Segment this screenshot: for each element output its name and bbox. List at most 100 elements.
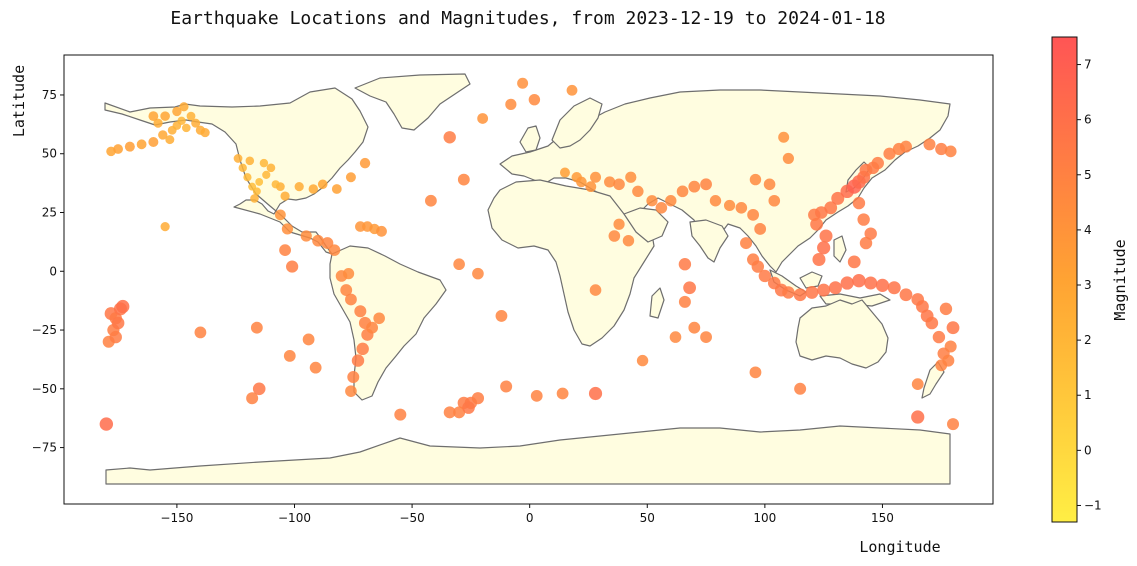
land-africa — [487, 179, 655, 347]
earthquake-point — [271, 180, 280, 189]
x-tick-label: 100 — [753, 511, 776, 525]
earthquake-point — [309, 361, 322, 374]
land-philippines — [833, 235, 847, 263]
earthquake-point — [355, 221, 366, 232]
earthquake-point — [505, 98, 517, 110]
earthquake-point — [669, 331, 682, 343]
earthquake-point — [300, 230, 312, 242]
land-greenland — [354, 73, 471, 131]
earthquake-point — [500, 380, 513, 393]
earthquake-point — [443, 406, 456, 419]
earthquake-point — [179, 102, 189, 112]
earthquake-point — [472, 267, 484, 280]
earthquake-point — [875, 278, 890, 292]
land-north-america — [104, 87, 369, 255]
earthquake-point — [676, 185, 689, 198]
land-scandinavia — [551, 97, 603, 149]
earthquake-point — [831, 191, 845, 205]
earthquake-point — [794, 382, 807, 395]
earthquake-point — [200, 127, 210, 138]
earthquake-point — [477, 113, 489, 124]
y-tick-label: −25 — [32, 323, 57, 337]
earthquake-point — [932, 330, 946, 344]
colorbar-tick-label: 2 — [1084, 333, 1092, 347]
earthquake-point — [252, 382, 266, 396]
earthquake-point — [935, 142, 948, 156]
earthquake-point — [160, 111, 170, 121]
earthquake-point — [148, 111, 159, 122]
earthquake-point — [678, 258, 692, 271]
earthquake-point — [556, 387, 569, 400]
earthquake-point — [925, 316, 939, 330]
earthquake-point — [245, 156, 255, 166]
earthquake-point — [840, 276, 854, 290]
earthquake-point — [495, 310, 508, 322]
earthquake-point — [457, 173, 470, 186]
earthquake-point — [859, 236, 873, 250]
earthquake-point — [302, 333, 315, 346]
earthquake-point — [883, 147, 896, 160]
earthquake-point — [359, 157, 371, 169]
earthquake-points — [99, 77, 960, 431]
earthquake-point — [751, 260, 765, 273]
colorbar: −1 0 1 2 3 4 5 6 7 Magnitude — [1051, 36, 1129, 523]
colorbar-tick-label: −1 — [1084, 498, 1102, 512]
land-antarctica — [105, 425, 951, 485]
earthquake-point — [700, 331, 712, 343]
earthquake-point — [828, 281, 842, 295]
colorbar-tick-label: 1 — [1084, 388, 1092, 402]
earthquake-point — [923, 138, 936, 151]
earthquake-point — [424, 194, 437, 207]
y-tick-label: 25 — [42, 206, 57, 220]
earthquake-point — [342, 268, 355, 280]
earthquake-point — [328, 244, 341, 256]
earthquake-point — [279, 244, 291, 257]
earthquake-point — [99, 417, 114, 431]
earthquake-point — [815, 206, 828, 219]
earthquake-point — [373, 312, 385, 325]
earthquake-point — [394, 408, 407, 421]
earthquake-point — [462, 401, 475, 414]
earthquake-point — [678, 295, 691, 308]
earthquake-point — [530, 389, 543, 402]
earthquake-point — [191, 118, 201, 128]
earthquake-point — [576, 176, 587, 188]
land-madagascar — [649, 287, 665, 319]
earthquake-point — [622, 235, 635, 247]
earthquake-point — [817, 283, 831, 297]
earthquake-point — [613, 178, 625, 191]
earthquake-point — [471, 392, 485, 405]
earthquake-point — [768, 194, 781, 207]
earthquake-point — [376, 225, 387, 237]
x-tick-label: 150 — [871, 511, 894, 525]
earthquake-point — [793, 288, 807, 302]
earthquake-point — [172, 106, 182, 117]
earthquake-point — [782, 152, 794, 165]
earthquake-point — [177, 116, 186, 126]
world-map — [104, 73, 951, 485]
earthquake-point — [935, 359, 948, 372]
earthquake-point — [340, 284, 353, 296]
y-axis-label: Latitude — [10, 65, 28, 137]
earthquake-point — [354, 305, 367, 318]
plot-area: −150 −100 −50 0 50 100 150 −75 −50 −25 0 25 50 75 — [32, 54, 994, 525]
earthquake-point — [345, 293, 357, 306]
colorbar-tick-label: 3 — [1084, 278, 1092, 292]
earthquake-point — [852, 273, 866, 288]
axes-frame — [63, 54, 994, 505]
earthquake-point — [632, 185, 644, 198]
earthquake-point — [588, 386, 603, 401]
colorbar-tick-label: 6 — [1084, 113, 1092, 127]
earthquake-point — [911, 410, 925, 424]
earthquake-point — [283, 350, 296, 362]
earthquake-point — [589, 284, 602, 296]
earthquake-point — [255, 178, 264, 186]
earthquake-point — [625, 171, 637, 183]
earthquake-point — [899, 140, 912, 153]
earthquake-point — [805, 286, 819, 299]
earthquake-point — [665, 195, 677, 207]
y-tick-label: −75 — [32, 441, 57, 455]
colorbar-tick-label: 0 — [1084, 443, 1092, 457]
earthquake-point — [312, 234, 324, 247]
earthquake-point — [331, 184, 342, 194]
